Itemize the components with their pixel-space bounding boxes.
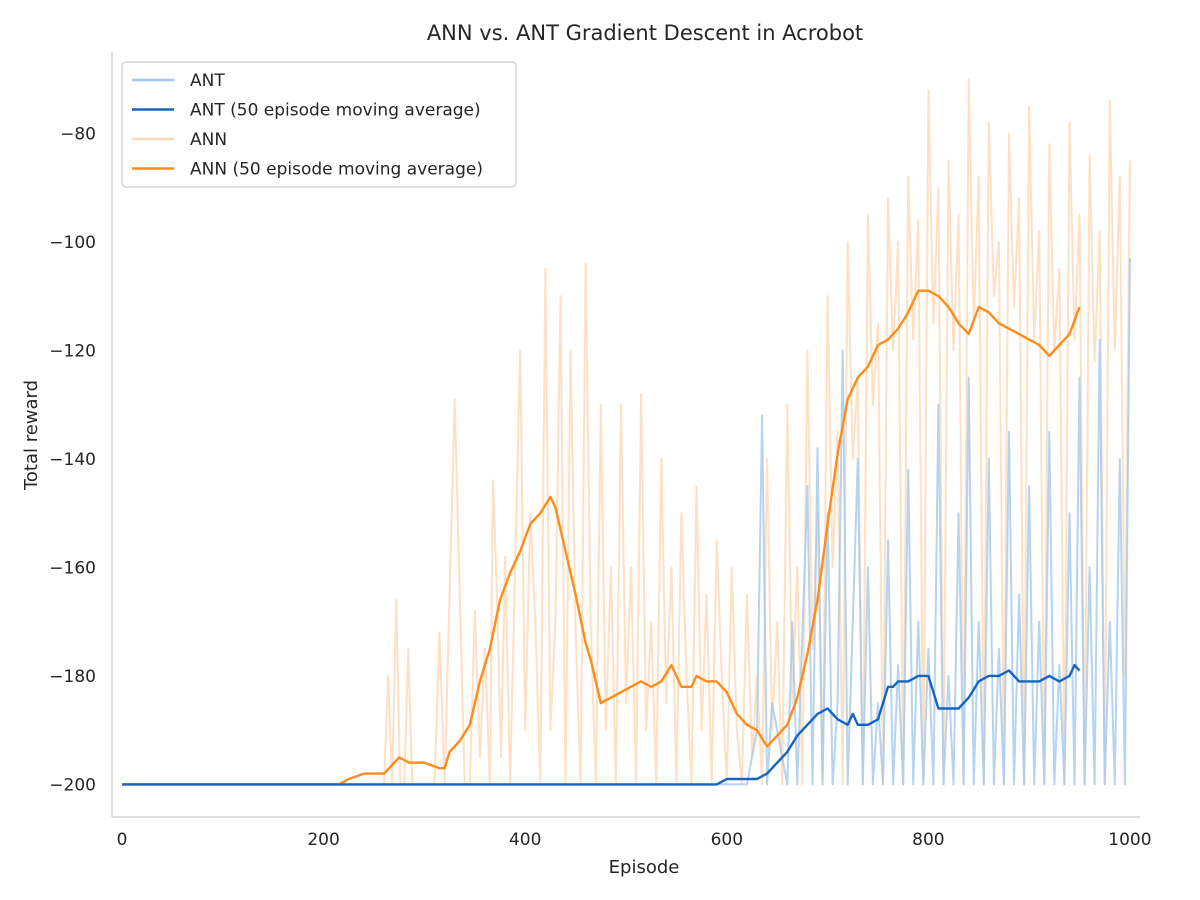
x-tick-label: 400 <box>509 830 541 850</box>
x-tick-label: 200 <box>307 830 339 850</box>
series-line-1 <box>122 78 1131 786</box>
plot-area <box>111 52 1140 818</box>
y-tick-label: −200 <box>49 775 96 795</box>
legend-box <box>121 61 517 188</box>
y-tick-label: −100 <box>49 233 96 253</box>
series-line-2 <box>122 258 1131 786</box>
series-line-3 <box>122 289 1081 786</box>
x-tick-labels: 0 200 400 600 800 1000 <box>117 830 1152 850</box>
y-tick-label: −140 <box>49 450 96 470</box>
y-axis-label: Total reward <box>21 380 42 491</box>
y-tick-label: −120 <box>49 341 96 361</box>
legend-label: ANN (50 episode moving average) <box>190 160 483 180</box>
y-tick-label: −160 <box>49 558 96 578</box>
legend-label: ANN <box>190 130 227 150</box>
legend-items: ANT ANT (50 episode moving average) ANN ANN… <box>132 71 483 180</box>
chart-title: ANN vs. ANT Gradient Descent in Acrobot <box>427 21 863 45</box>
y-tick-label: −80 <box>60 124 96 144</box>
series-layer <box>122 78 1131 786</box>
legend: ANT ANT (50 episode moving average) ANN ANN… <box>121 61 517 188</box>
series-line-4 <box>122 663 1081 786</box>
legend-label: ANT <box>190 71 225 91</box>
y-tick-label: −180 <box>49 667 96 687</box>
x-tick-label: 800 <box>912 830 944 850</box>
x-tick-label: 0 <box>117 830 128 850</box>
x-tick-label: 600 <box>711 830 743 850</box>
x-tick-label: 1000 <box>1108 830 1151 850</box>
y-tick-labels: −200 −180 −160 −140 −120 −100 −80 <box>49 124 96 795</box>
x-axis-label: Episode <box>609 857 680 878</box>
legend-label: ANT (50 episode moving average) <box>190 101 481 121</box>
